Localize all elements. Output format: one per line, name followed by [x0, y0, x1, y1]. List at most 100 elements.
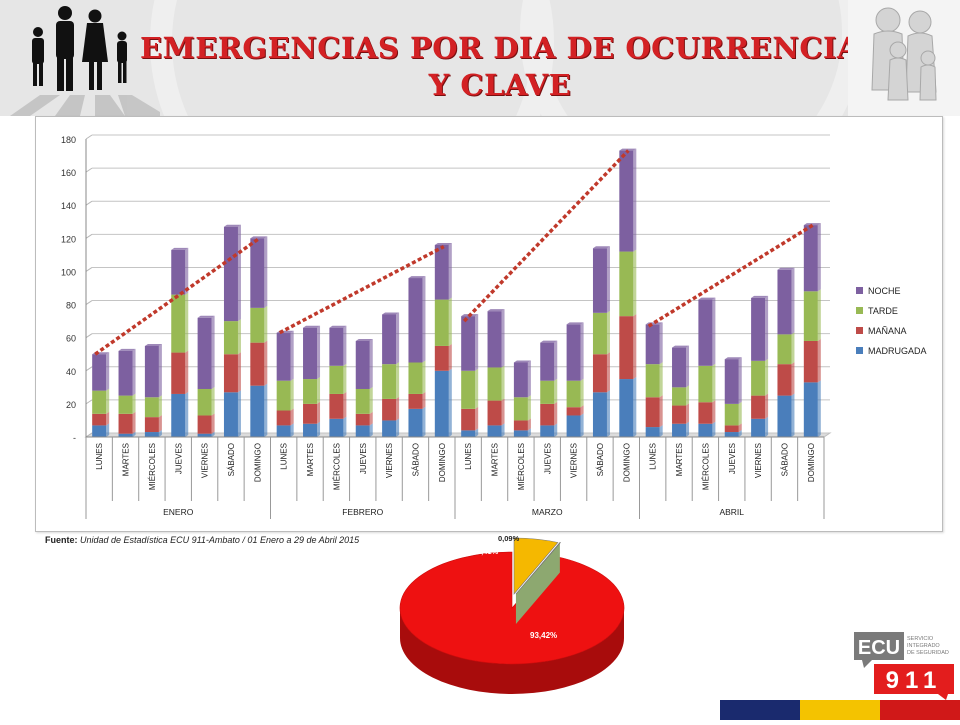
- bar-segment: [144, 345, 159, 398]
- bar-segment-side: [158, 415, 162, 433]
- bar-segment-side: [817, 338, 821, 383]
- bar-segment-side: [527, 360, 531, 398]
- bar-segment: [197, 317, 212, 389]
- bar-segment: [724, 432, 739, 437]
- bar-segment: [223, 392, 238, 437]
- bar-segment-side: [606, 390, 610, 437]
- bar-segment-side: [264, 340, 268, 386]
- bar-segment-side: [580, 378, 584, 408]
- bar-segment: [461, 316, 476, 371]
- bar-segment: [118, 433, 133, 437]
- bar-segment-side: [738, 423, 742, 433]
- bar-segment-side: [633, 249, 637, 317]
- x-tick-label: SÁBADO: [411, 443, 420, 476]
- bar-segment-side: [712, 363, 716, 403]
- bar-segment: [223, 226, 238, 322]
- bar-top: [619, 148, 637, 151]
- bar-segment-side: [396, 312, 400, 365]
- bar-segment: [434, 299, 449, 346]
- bar-segment-side: [185, 350, 189, 394]
- bar-segment-side: [501, 423, 505, 437]
- bar-segment-side: [369, 338, 373, 389]
- bar-segment: [487, 400, 502, 426]
- plot-floor: [84, 432, 832, 438]
- bar-segment-side: [158, 395, 162, 418]
- bar-segment: [592, 392, 607, 437]
- bar-segment-side: [264, 236, 268, 308]
- month-label: ABRIL: [719, 507, 744, 517]
- pie-slice: [513, 537, 559, 595]
- bar-top: [303, 325, 321, 328]
- x-tick-label: MARTES: [491, 443, 500, 476]
- bar-segment-side: [106, 423, 110, 437]
- bar-segment: [803, 291, 818, 341]
- bar-segment: [250, 385, 265, 437]
- bar-segment-side: [817, 289, 821, 341]
- bar-top: [329, 325, 347, 328]
- bar-segment-side: [264, 383, 268, 437]
- bar-segment-side: [237, 319, 241, 355]
- bar-segment-side: [211, 315, 215, 389]
- trend-line: [94, 236, 261, 356]
- strip-segment: [880, 700, 960, 720]
- bar-segment-side: [554, 401, 558, 426]
- bar-segment: [250, 342, 265, 386]
- bar-segment: [329, 418, 344, 437]
- y-tick-label: -: [73, 433, 76, 443]
- bar-segment: [698, 365, 713, 403]
- pie-slice: [399, 551, 625, 665]
- y-tick-label: 40: [66, 367, 76, 377]
- bar-segment-side: [712, 297, 716, 366]
- bar-top: [355, 338, 373, 341]
- bar-segment: [461, 408, 476, 431]
- bar-segment: [672, 405, 687, 424]
- bar-segment-side: [422, 360, 426, 394]
- bar-segment: [777, 269, 792, 335]
- trend-line: [462, 149, 630, 323]
- bar-segment: [171, 294, 186, 353]
- x-tick-label: DOMINGO: [438, 443, 447, 482]
- bar-segment-side: [448, 242, 452, 300]
- bar-segment-side: [475, 406, 479, 431]
- y-tick-label: 60: [66, 334, 76, 344]
- gridline-depth: [85, 233, 93, 239]
- bar-segment-side: [738, 401, 742, 426]
- bar-segment: [540, 425, 555, 437]
- bar-segment: [645, 397, 660, 428]
- legend-swatch: [856, 327, 863, 334]
- bar-segment-side: [501, 398, 505, 426]
- bar-segment: [276, 425, 291, 437]
- bar-segment-side: [817, 223, 821, 292]
- bar-top: [144, 343, 162, 346]
- bar-segment: [592, 312, 607, 355]
- bar-segment-side: [396, 396, 400, 421]
- bar-segment: [803, 382, 818, 437]
- x-tick-label: LUNES: [464, 443, 473, 470]
- month-label: FEBRERO: [342, 507, 383, 517]
- pie-slice-side: [400, 608, 624, 694]
- bar-segment: [434, 345, 449, 371]
- bar-segment-side: [633, 377, 637, 437]
- y-tick-label: 160: [61, 168, 76, 178]
- pie-slice-side: [515, 542, 560, 624]
- bar-segment-side: [580, 405, 584, 416]
- bar-segment-side: [554, 423, 558, 437]
- x-tick-label: DOMINGO: [253, 443, 262, 482]
- bar-segment-side: [791, 362, 795, 396]
- bar-segment: [144, 417, 159, 433]
- bar-segment: [303, 327, 318, 380]
- bar-segment-side: [448, 343, 452, 371]
- bar-segment-side: [791, 393, 795, 437]
- bar-segment-side: [791, 332, 795, 365]
- y-tick-label: 120: [61, 234, 76, 244]
- page-title-line2: Y CLAVE: [428, 68, 572, 102]
- bar-segment: [197, 415, 212, 434]
- x-tick-label: DOMINGO: [622, 443, 631, 482]
- pie-label: 6,41%: [477, 547, 499, 556]
- bar-segment-side: [765, 393, 769, 419]
- pie-label: 0,09%: [498, 534, 520, 543]
- bar-segment-side: [132, 431, 136, 437]
- bar-segment: [645, 364, 660, 398]
- bar-segment-side: [158, 343, 162, 398]
- bar-top: [566, 322, 584, 325]
